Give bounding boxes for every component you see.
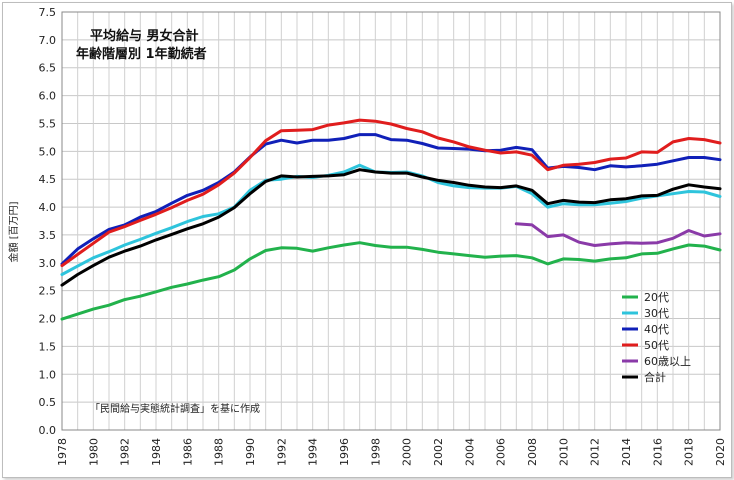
x-tick-label: 1984 [150, 438, 163, 466]
x-tick-label: 1980 [87, 438, 100, 466]
x-tick-label: 2000 [401, 438, 414, 466]
x-tick-label: 2012 [589, 438, 602, 466]
legend-label: 40代 [644, 323, 669, 336]
x-tick-label: 1986 [181, 438, 194, 466]
chart-title-line-1: 平均給与 男女合計 [90, 28, 199, 44]
x-tick-label: 1998 [369, 438, 382, 466]
x-tick-label: 2016 [651, 438, 664, 466]
grid [61, 11, 721, 431]
y-tick-label: 3.5 [39, 229, 57, 242]
x-axis-ticks: 1978 1980 1982 1984 1986 1988 1990 1992 1994 1996… [56, 438, 727, 466]
y-tick-label: 7.0 [39, 34, 57, 47]
y-tick-label: 2.5 [39, 285, 57, 298]
x-tick-label: 1992 [275, 438, 288, 466]
series-line-5 [60, 168, 722, 287]
x-tick-label: 2014 [620, 438, 633, 466]
x-tick-label: 1994 [307, 438, 320, 466]
y-tick-label: 4.5 [39, 173, 57, 186]
x-tick-label: 1996 [338, 438, 351, 466]
x-tick-label: 2008 [526, 438, 539, 466]
y-tick-label: 0.0 [39, 424, 57, 437]
series-line-0 [60, 241, 722, 321]
legend-label: 30代 [644, 307, 669, 320]
x-tick-label: 2004 [463, 438, 476, 466]
y-tick-label: 1.5 [39, 340, 57, 353]
y-tick-label: 1.0 [39, 368, 57, 381]
x-tick-label: 1988 [213, 438, 226, 466]
x-tick-label: 2002 [432, 438, 445, 466]
source-note: 「民間給与実態統計調査」を基に作成 [90, 402, 260, 415]
x-tick-label: 1990 [244, 438, 257, 466]
x-tick-label: 2006 [495, 438, 508, 466]
y-tick-label: 6.0 [39, 90, 57, 103]
series-line-3 [60, 118, 722, 268]
x-tick-label: 1982 [119, 438, 132, 466]
series-line-2 [60, 133, 722, 266]
x-tick-label: 1978 [56, 438, 69, 466]
x-tick-label: 2018 [683, 438, 696, 466]
x-tick-label: 2010 [557, 438, 570, 466]
y-tick-label: 3.0 [39, 257, 57, 270]
y-tick-label: 5.0 [39, 145, 57, 158]
chart-title-line-2: 年齢階層別 1年勤続者 [76, 46, 207, 62]
legend-label: 50代 [644, 339, 669, 352]
x-tick-label: 2020 [714, 438, 727, 466]
y-axis-label: 金額 [百万円] [7, 201, 20, 262]
legend-label: 60歳以上 [644, 355, 691, 368]
y-tick-label: 4.0 [39, 201, 57, 214]
y-axis-ticks: 0.0 0.5 1.0 1.5 2.0 2.5 3.0 3.5 4.0 4.5 5.0 5.5 6.0 6… [39, 6, 57, 437]
y-tick-label: 2.0 [39, 313, 57, 326]
y-tick-label: 7.5 [39, 6, 57, 19]
y-tick-label: 0.5 [39, 396, 57, 409]
legend-label: 20代 [644, 291, 669, 304]
series-lines [60, 118, 722, 321]
y-tick-label: 6.5 [39, 62, 57, 75]
plot-area-border [61, 11, 721, 431]
legend-label: 合計 [644, 370, 666, 384]
y-tick-label: 5.5 [39, 117, 57, 130]
series-line-4 [514, 222, 722, 247]
